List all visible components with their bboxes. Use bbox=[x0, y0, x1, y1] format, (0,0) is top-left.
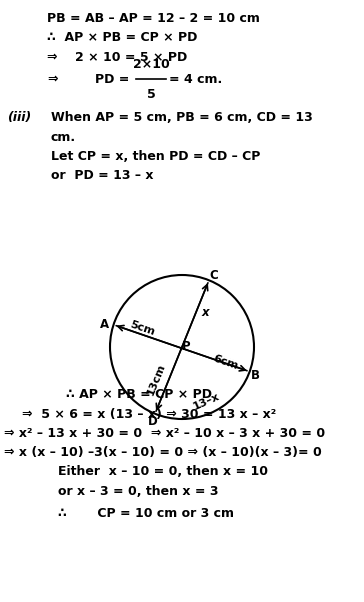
Text: 6cm: 6cm bbox=[212, 353, 240, 371]
Text: P: P bbox=[182, 340, 191, 353]
Text: cm.: cm. bbox=[51, 131, 76, 144]
Text: ∴ AP × PB = CP × PD: ∴ AP × PB = CP × PD bbox=[66, 388, 211, 402]
Text: D: D bbox=[148, 415, 158, 428]
Text: ∴  AP × PB = CP × PD: ∴ AP × PB = CP × PD bbox=[47, 31, 198, 45]
Text: or x – 3 = 0, then x = 3: or x – 3 = 0, then x = 3 bbox=[58, 485, 219, 498]
Text: (iii): (iii) bbox=[7, 111, 32, 125]
Text: B: B bbox=[251, 369, 260, 382]
Text: 13cm: 13cm bbox=[145, 362, 167, 396]
Text: ⇒  5 × 6 = x (13 – x) ⇒ 30 = 13 x – x²: ⇒ 5 × 6 = x (13 – x) ⇒ 30 = 13 x – x² bbox=[22, 408, 276, 421]
Text: ∴       CP = 10 cm or 3 cm: ∴ CP = 10 cm or 3 cm bbox=[58, 507, 234, 520]
Text: ⇒ x (x – 10) –3(x – 10) = 0 ⇒ (x – 10)(x – 3)= 0: ⇒ x (x – 10) –3(x – 10) = 0 ⇒ (x – 10)(x… bbox=[4, 446, 321, 459]
Text: 5: 5 bbox=[147, 88, 155, 101]
Text: = 4 cm.: = 4 cm. bbox=[169, 73, 222, 86]
Text: or  PD = 13 – x: or PD = 13 – x bbox=[51, 169, 154, 182]
Text: When AP = 5 cm, PB = 6 cm, CD = 13: When AP = 5 cm, PB = 6 cm, CD = 13 bbox=[51, 111, 313, 125]
Text: Let CP = x, then PD = CD – CP: Let CP = x, then PD = CD – CP bbox=[51, 150, 260, 163]
Text: ⇒ x² – 13 x + 30 = 0  ⇒ x² – 10 x – 3 x + 30 = 0: ⇒ x² – 13 x + 30 = 0 ⇒ x² – 10 x – 3 x +… bbox=[4, 427, 325, 440]
Text: x: x bbox=[201, 306, 209, 318]
Text: ⇒    2 × 10 = 5 × PD: ⇒ 2 × 10 = 5 × PD bbox=[47, 51, 187, 64]
Text: 5cm: 5cm bbox=[129, 320, 156, 337]
Text: PD =: PD = bbox=[95, 73, 129, 86]
Text: C: C bbox=[210, 268, 218, 282]
Text: 2×10: 2×10 bbox=[133, 58, 169, 71]
Text: PB = AB – AP = 12 – 2 = 10 cm: PB = AB – AP = 12 – 2 = 10 cm bbox=[47, 12, 260, 25]
Text: Either  x – 10 = 0, then x = 10: Either x – 10 = 0, then x = 10 bbox=[58, 465, 268, 479]
Text: A: A bbox=[100, 318, 109, 331]
Text: ⇒: ⇒ bbox=[47, 73, 58, 86]
Text: 13–x: 13–x bbox=[191, 391, 221, 412]
